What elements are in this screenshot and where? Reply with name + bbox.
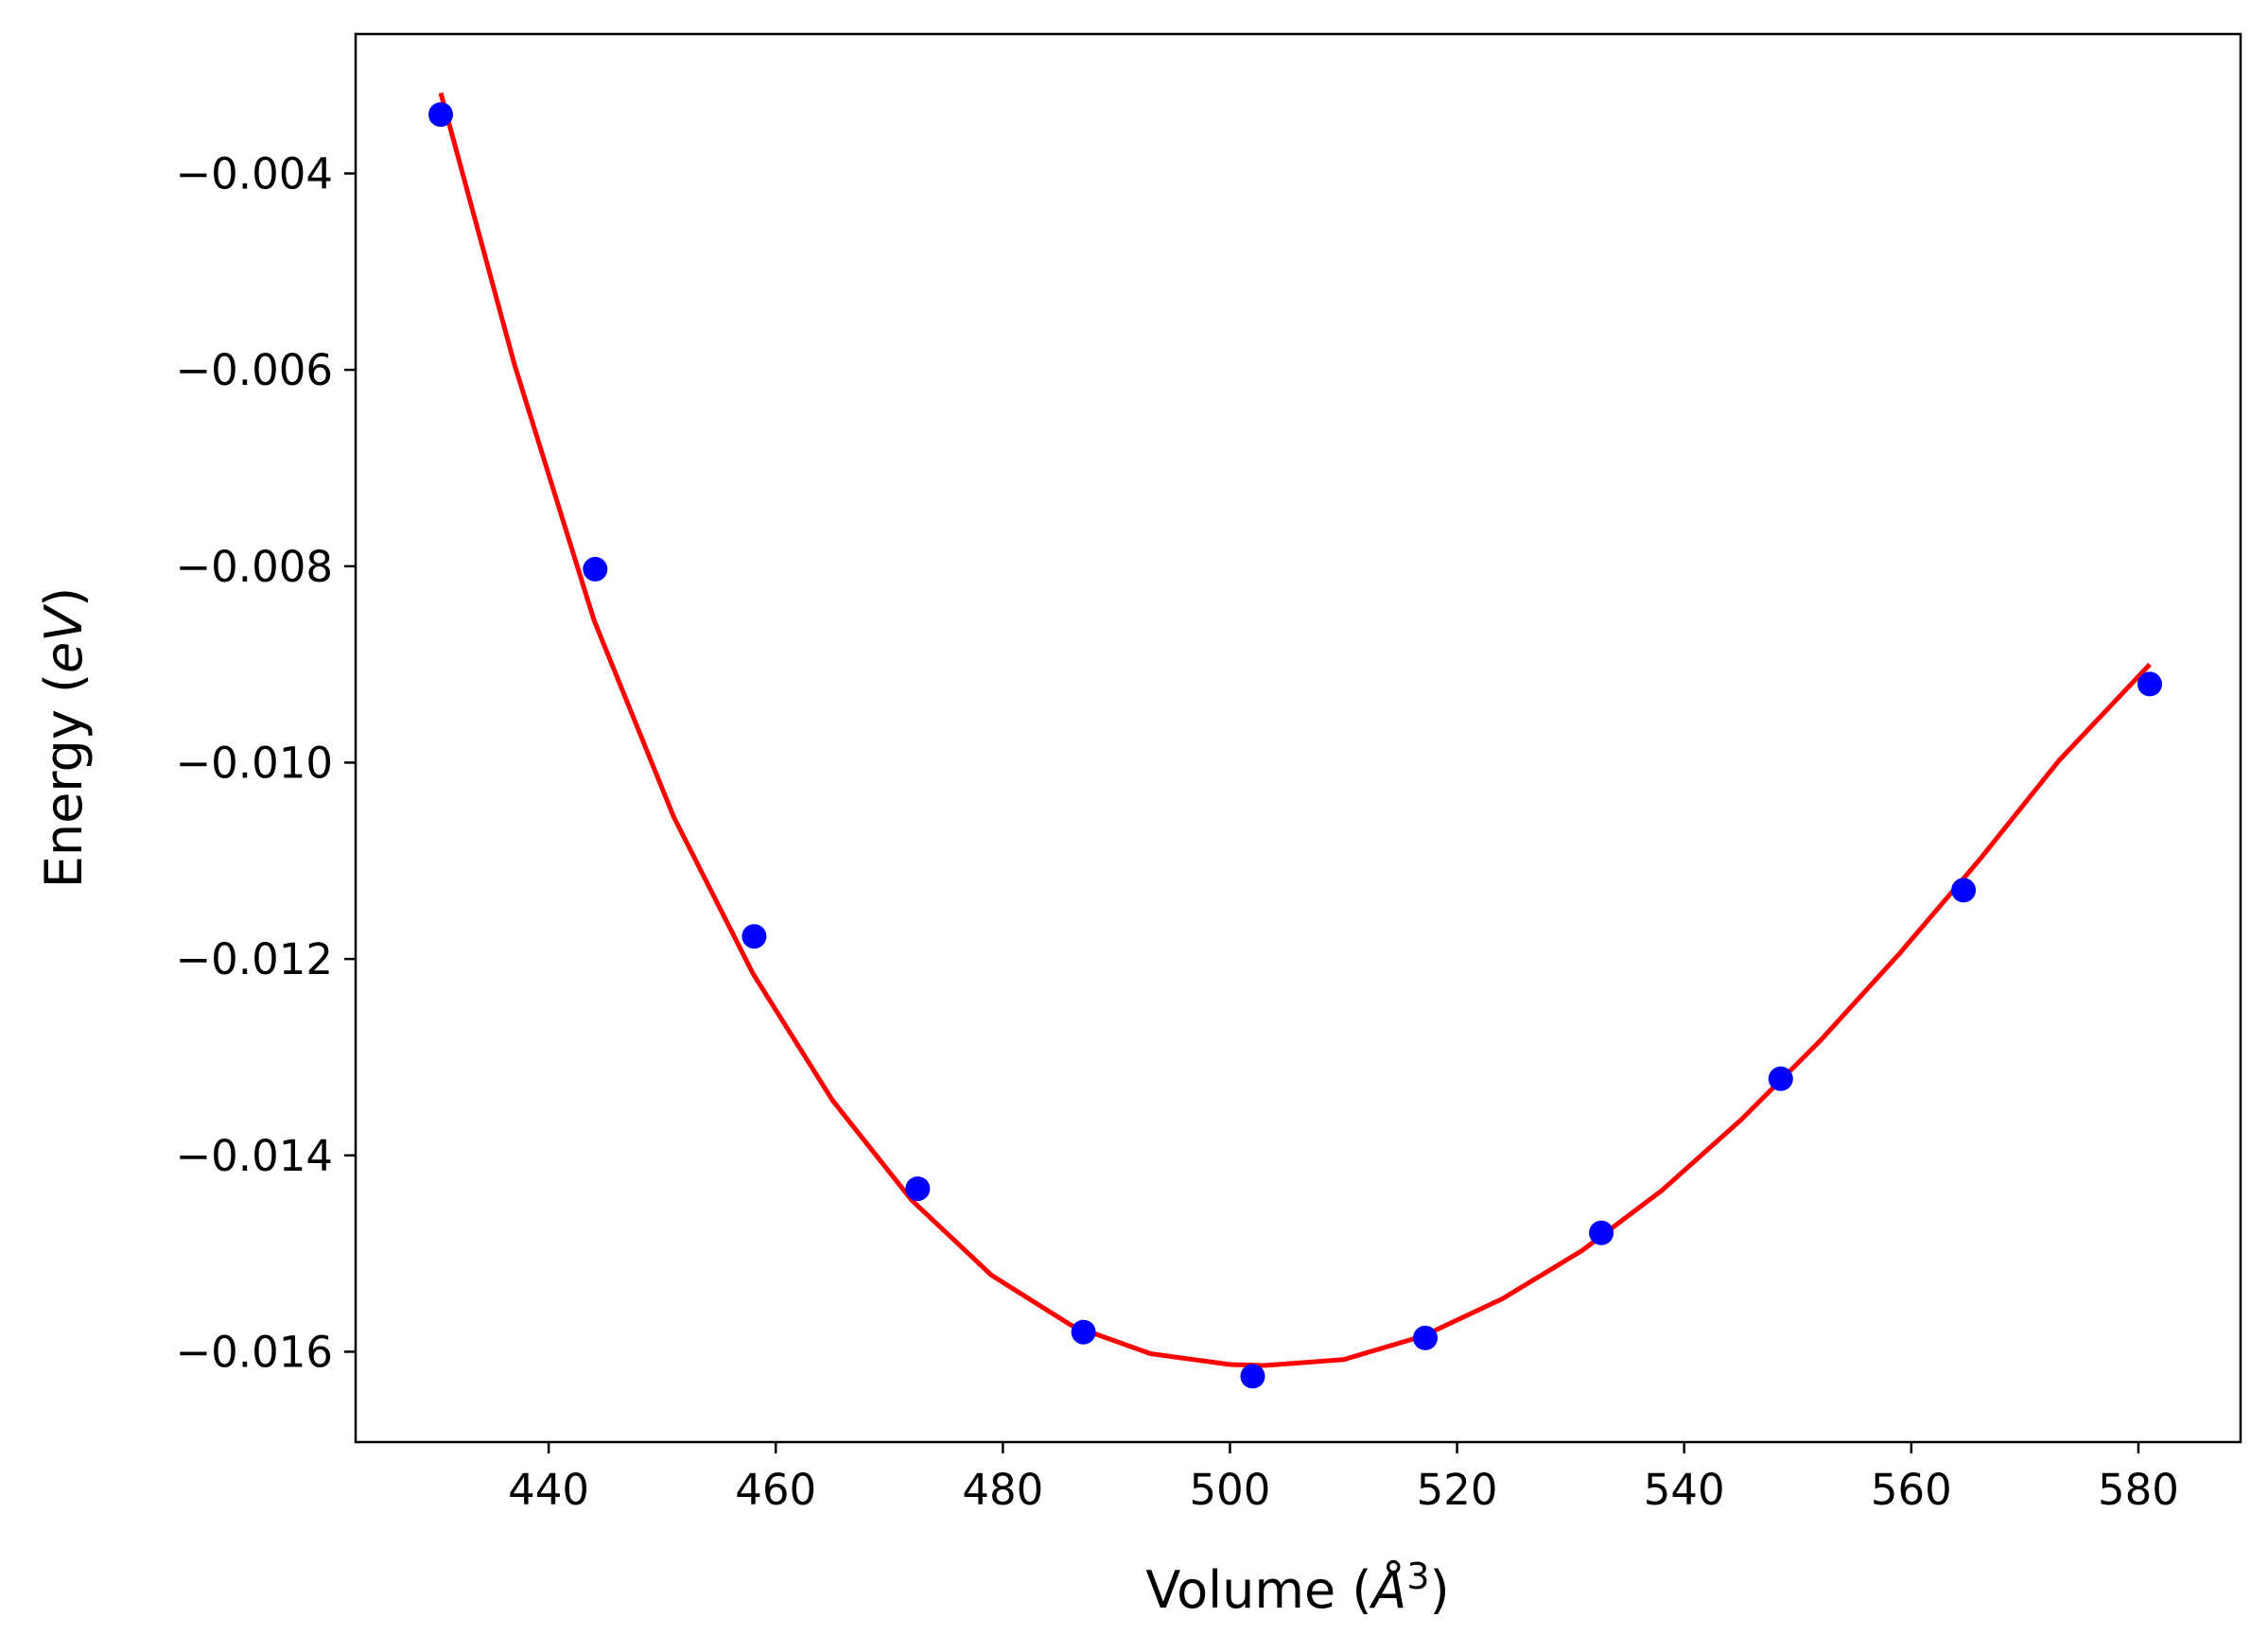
x-axis-label: Volume (Å3) (1145, 1556, 1449, 1620)
data-points-layer (428, 102, 2162, 1389)
data-point (2137, 671, 2162, 697)
data-point (1951, 878, 1977, 903)
x-axis-label-exponent: 3 (1406, 1556, 1429, 1597)
plot-frame (354, 32, 2242, 1444)
y-axis-label-unit: eV (34, 603, 94, 673)
data-point (1071, 1319, 1096, 1345)
data-point (1413, 1325, 1438, 1350)
x-tick-label: 500 (1190, 1465, 1271, 1515)
data-point (428, 102, 453, 128)
data-point (1768, 1066, 1793, 1091)
x-axis-label-symbol: Å (1369, 1559, 1406, 1620)
x-tick-label: 480 (962, 1465, 1043, 1515)
y-axis-ticks: −0.004 −0.006 −0.008 −0.010 −0.012 −0.014 −0.0… (175, 148, 356, 1377)
data-point (1240, 1364, 1265, 1389)
y-tick-label: −0.010 (175, 738, 333, 788)
x-tick-label: 540 (1644, 1465, 1725, 1515)
x-tick-label: 460 (735, 1465, 816, 1515)
y-axis-label: Energy (eV) (34, 587, 94, 889)
data-point (583, 556, 608, 582)
x-axis-label-prefix: Volume ( (1145, 1560, 1371, 1620)
y-tick-label: −0.006 (175, 345, 333, 395)
y-tick-label: −0.008 (175, 542, 333, 592)
y-tick-label: −0.014 (175, 1131, 333, 1181)
data-point (741, 924, 767, 949)
fit-curve-layer (438, 92, 2152, 1368)
y-tick-label: −0.012 (175, 934, 333, 984)
plot-area (356, 34, 2241, 1442)
y-axis-label-suffix: ) (34, 587, 94, 607)
y-tick-label: −0.004 (175, 148, 333, 199)
x-tick-label: 580 (2098, 1465, 2179, 1515)
data-point (905, 1176, 931, 1202)
x-axis-label-suffix: ) (1430, 1560, 1450, 1620)
y-axis-label-prefix: Energy ( (34, 673, 94, 888)
fit-curve-line (438, 92, 2152, 1368)
x-axis-ticks: 440 460 480 500 520 540 560 580 (508, 1442, 2179, 1515)
data-point (1589, 1220, 1614, 1245)
x-tick-label: 440 (508, 1465, 589, 1515)
y-tick-label: −0.016 (175, 1327, 333, 1377)
x-tick-label: 520 (1417, 1465, 1498, 1515)
x-tick-label: 560 (1871, 1465, 1952, 1515)
